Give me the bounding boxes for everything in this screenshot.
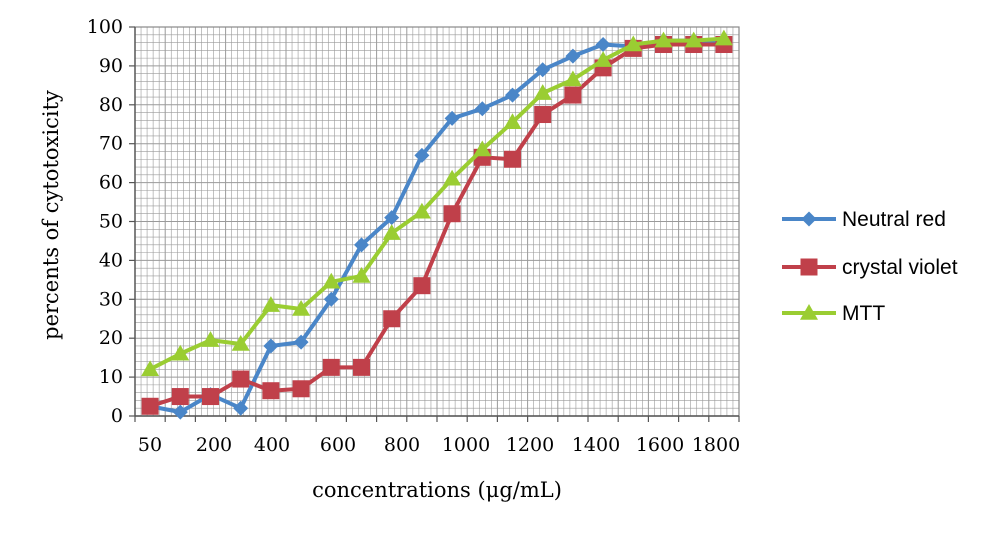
data-point-triangle <box>141 360 160 377</box>
data-point-square <box>262 382 280 400</box>
data-point-diamond <box>293 334 309 350</box>
x-axis-title: concentrations (μg/mL) <box>312 478 562 502</box>
legend-item: crystal violet <box>782 256 958 279</box>
x-tick-label: 1600 <box>636 434 684 456</box>
legend-label: MTT <box>842 302 885 325</box>
data-point-triangle <box>292 300 311 316</box>
data-point-triangle <box>352 266 371 283</box>
data-point-triangle <box>654 31 673 48</box>
data-point-triangle <box>533 84 552 100</box>
data-point-triangle <box>594 51 613 67</box>
legend-marker <box>800 304 818 320</box>
y-tick-label: 10 <box>99 366 123 388</box>
x-tick-label: 50 <box>138 434 162 456</box>
y-axis-title: percents of cytotoxicity <box>39 90 63 340</box>
y-tick-label: 100 <box>87 16 123 38</box>
y-axis: 0 10 20 30 40 50 60 70 80 90 100 <box>87 16 136 427</box>
data-point-diamond <box>323 291 339 307</box>
data-point-square <box>564 86 582 104</box>
data-point-square <box>534 106 552 124</box>
data-point-diamond <box>263 338 279 354</box>
data-point-triangle <box>322 272 341 289</box>
data-point-triangle <box>201 331 220 347</box>
x-tick-label: 200 <box>196 434 232 456</box>
data-point-diamond <box>233 400 249 416</box>
data-point-square <box>443 205 461 223</box>
data-point-diamond <box>384 210 400 226</box>
data-point-triangle <box>624 35 643 52</box>
data-point-diamond <box>535 62 551 78</box>
x-tick-label: 800 <box>384 434 420 456</box>
y-tick-label: 20 <box>99 327 123 349</box>
series-triangle <box>141 29 733 377</box>
y-tick-label: 70 <box>99 133 123 155</box>
data-point-diamond <box>474 101 490 117</box>
data-point-triangle <box>261 296 280 312</box>
legend-label: crystal violet <box>842 256 958 279</box>
data-point-diamond <box>444 110 460 126</box>
data-point-triangle <box>231 335 250 351</box>
data-point-diamond <box>565 48 581 64</box>
legend: Neutral red crystal violet MTT <box>782 208 958 325</box>
y-tick-label: 0 <box>111 405 123 427</box>
data-point-square <box>413 277 431 295</box>
data-point-square <box>292 380 310 398</box>
y-tick-label: 40 <box>99 249 123 271</box>
data-point-diamond <box>505 87 520 103</box>
data-point-square <box>322 358 340 376</box>
y-tick-label: 80 <box>99 94 123 116</box>
data-point-square <box>202 388 219 406</box>
x-tick-label: 1400 <box>572 434 620 456</box>
data-point-triangle <box>412 202 431 219</box>
data-point-triangle <box>714 29 733 46</box>
legend-item: MTT <box>782 302 885 325</box>
data-point-square <box>383 310 401 328</box>
legend-marker <box>801 211 817 227</box>
data-point-triangle <box>473 140 492 157</box>
x-tick-label: 1800 <box>692 434 740 456</box>
data-point-triangle <box>503 113 522 130</box>
y-tick-label: 90 <box>99 55 123 77</box>
legend-item: Neutral red <box>782 208 946 231</box>
data-point-triangle <box>171 344 190 361</box>
data-point-diamond <box>595 37 611 53</box>
x-tick-label: 400 <box>254 434 290 456</box>
gridlines <box>134 26 740 417</box>
data-point-square <box>141 397 159 415</box>
legend-marker <box>800 258 818 276</box>
data-point-diamond <box>172 404 188 420</box>
data-point-square <box>171 388 189 406</box>
x-tick-label: 1200 <box>506 434 554 456</box>
x-axis: 50 200 400 600 800 1000 1200 1400 1600 1800 <box>134 415 740 456</box>
x-tick-label: 600 <box>320 434 356 456</box>
data-point-triangle <box>563 70 582 87</box>
data-point-triangle <box>382 224 401 240</box>
series-layer <box>141 29 733 420</box>
x-tick-label: 1000 <box>442 434 490 456</box>
data-point-diamond <box>414 147 430 163</box>
data-point-diamond <box>354 237 369 253</box>
y-tick-label: 60 <box>99 172 123 194</box>
data-point-triangle <box>684 31 703 48</box>
data-point-square <box>232 370 250 388</box>
data-point-square <box>353 358 370 376</box>
legend-label: Neutral red <box>842 208 946 231</box>
data-point-square <box>504 150 521 168</box>
data-point-triangle <box>443 169 462 186</box>
y-tick-label: 50 <box>99 211 123 233</box>
y-tick-label: 30 <box>99 288 123 310</box>
